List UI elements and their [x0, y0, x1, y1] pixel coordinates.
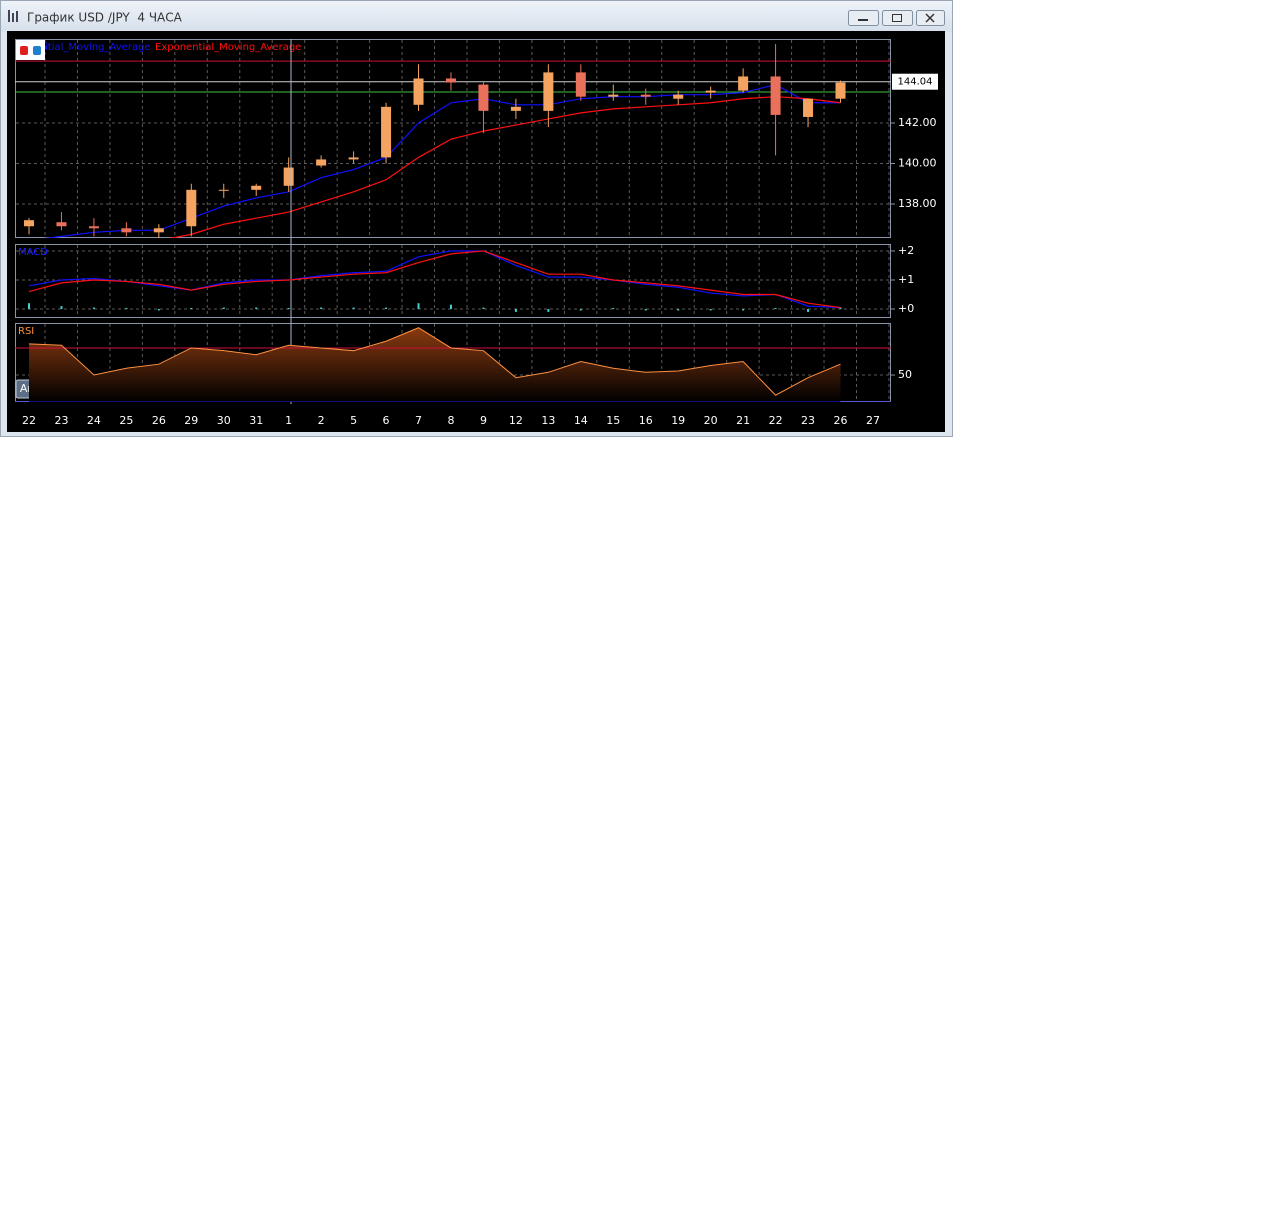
candle-body — [770, 76, 781, 115]
current-price-label: 144.04 — [898, 77, 933, 88]
legend-entry: itial_Moving_Average — [45, 42, 151, 53]
y-tick-label: +1 — [898, 273, 914, 286]
x-tick-label: 2 — [318, 414, 325, 427]
candle-body — [88, 226, 99, 229]
rsi-plot — [15, 327, 891, 402]
candle-body — [283, 167, 294, 186]
moving-average-line — [168, 96, 841, 238]
maximize-button[interactable] — [882, 10, 913, 26]
x-tick-label: 9 — [480, 414, 487, 427]
x-tick-label: 29 — [184, 414, 198, 427]
candle-body — [348, 157, 359, 160]
legend-icon — [33, 46, 41, 55]
candle-body — [510, 106, 521, 111]
candle-body — [153, 228, 164, 233]
x-tick-label: 23 — [54, 414, 68, 427]
candle-body — [381, 106, 392, 158]
x-tick-label: 15 — [606, 414, 620, 427]
macd-line — [28, 250, 841, 309]
candle-body — [640, 94, 651, 97]
y-tick-label: 138.00 — [898, 197, 937, 210]
current-price-box — [892, 73, 938, 90]
y-tick-label: +2 — [898, 244, 914, 257]
legend-entry: Exponential_Moving_Average — [155, 42, 301, 53]
y-tick-label: 142.00 — [898, 116, 937, 129]
candle-body — [478, 84, 489, 111]
candle-body — [56, 222, 67, 227]
x-tick-label: 23 — [801, 414, 815, 427]
x-tick-label: 25 — [119, 414, 133, 427]
x-tick-label: 21 — [736, 414, 750, 427]
rsi-area — [29, 327, 841, 402]
x-tick-label: 6 — [383, 414, 390, 427]
window-icon — [8, 10, 18, 22]
candle-body — [445, 78, 456, 83]
panel-title: MACD — [18, 247, 48, 258]
candle-body — [803, 98, 814, 117]
candle-body — [835, 82, 846, 99]
candle-body — [316, 159, 327, 166]
window-title: График USD /JPY 4 ЧАСА — [27, 11, 183, 25]
x-tick-label: 31 — [249, 414, 263, 427]
candle-body — [186, 189, 197, 227]
candle-body — [251, 185, 262, 190]
candle-body — [413, 78, 424, 105]
x-tick-label: 13 — [541, 414, 555, 427]
x-tick-label: 12 — [509, 414, 523, 427]
candle-body — [543, 72, 554, 111]
x-tick-label: 30 — [217, 414, 231, 427]
legend-icon — [20, 46, 28, 55]
x-tick-label: 27 — [866, 414, 880, 427]
panel-title: RSI — [18, 326, 34, 337]
candle-body — [24, 220, 34, 227]
x-tick-label: 26 — [834, 414, 848, 427]
macd-line — [28, 250, 841, 309]
candle-body — [218, 189, 229, 191]
x-tick-label: 22 — [769, 414, 783, 427]
candle-body — [575, 72, 586, 97]
x-tick-label: 24 — [87, 414, 101, 427]
y-tick-label: 50 — [898, 368, 912, 381]
x-tick-label: 16 — [639, 414, 653, 427]
chart-window: График USD /JPY 4 ЧАСА 22 23 24 25 26 29 30 31 1… — [0, 0, 953, 437]
macd-plot — [28, 250, 842, 312]
candle-body — [608, 94, 619, 97]
x-tick-label: 8 — [447, 414, 454, 427]
price-plot — [15, 44, 891, 238]
x-tick-label: 5 — [350, 414, 357, 427]
y-tick-label: +0 — [898, 302, 914, 315]
minimize-button[interactable] — [848, 10, 879, 26]
x-tick-label: 19 — [671, 414, 685, 427]
candle-body — [673, 94, 684, 99]
x-tick-label: 14 — [574, 414, 588, 427]
x-tick-label: 1 — [285, 414, 292, 427]
macd-panel — [15, 244, 891, 318]
y-tick-label: 140.00 — [898, 157, 937, 170]
x-tick-label: 26 — [152, 414, 166, 427]
candle-body — [121, 228, 132, 233]
candle-body — [705, 90, 716, 93]
moving-average-line — [43, 83, 841, 238]
price-panel — [15, 39, 891, 238]
close-button[interactable] — [916, 10, 945, 26]
x-tick-label: 20 — [704, 414, 718, 427]
title-bar — [1, 1, 952, 32]
x-tick-label: 22 — [22, 414, 36, 427]
rsi-line — [28, 327, 841, 396]
candle-body — [738, 76, 749, 91]
x-tick-label: 7 — [415, 414, 422, 427]
